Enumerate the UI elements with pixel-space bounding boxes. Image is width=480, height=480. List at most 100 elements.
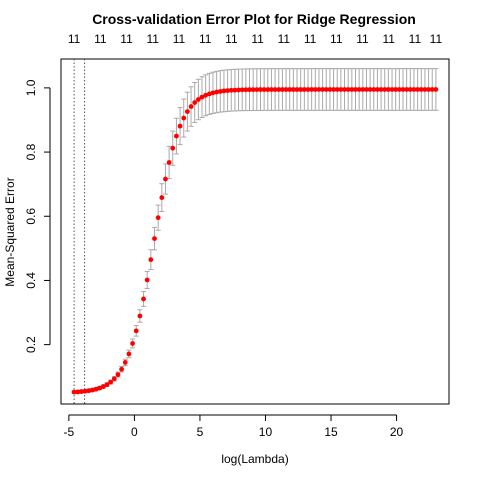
data-point <box>342 87 347 92</box>
data-point <box>137 313 143 319</box>
top-tick-label: 11 <box>278 32 291 46</box>
top-tick-label: 11 <box>251 32 264 46</box>
data-point <box>71 389 77 395</box>
top-tick-label: 11 <box>199 32 212 46</box>
y-axis: 0.2 0.4 0.6 0.8 1.0 <box>24 79 51 353</box>
data-point <box>290 87 296 92</box>
data-point <box>426 87 431 92</box>
data-point <box>159 195 165 200</box>
data-point <box>276 87 282 92</box>
data-point <box>294 87 300 92</box>
data-point <box>367 87 373 92</box>
top-tick-label: 11 <box>173 32 186 46</box>
data-point <box>115 372 121 378</box>
data-point <box>100 384 106 389</box>
error-bars <box>71 68 439 394</box>
x-tick-label: 15 <box>324 425 338 439</box>
data-point <box>104 382 110 388</box>
data-point <box>338 87 344 92</box>
data-point <box>239 87 245 93</box>
data-point <box>323 87 329 92</box>
data-point <box>298 87 304 92</box>
x-tick-label: 10 <box>259 425 273 439</box>
data-point <box>371 87 377 92</box>
top-axis: 11 11 11 11 11 11 11 11 11 11 11 11 11 11 11 <box>68 32 443 46</box>
data-point <box>280 87 285 92</box>
data-point <box>360 87 366 92</box>
data-point <box>177 123 183 129</box>
data-point <box>250 87 256 93</box>
data-point <box>418 87 424 92</box>
data-point <box>327 87 333 92</box>
data-point <box>170 145 176 151</box>
reference-lines <box>73 59 86 404</box>
data-point <box>148 257 154 263</box>
top-tick-label: 11 <box>304 32 317 46</box>
data-point <box>174 133 179 139</box>
data-point <box>309 87 315 92</box>
chart-title: Cross-validation Error Plot for Ridge Re… <box>92 11 416 27</box>
data-point <box>166 160 172 165</box>
data-point <box>320 87 326 92</box>
y-tick-label: 0.2 <box>24 336 38 353</box>
data-point <box>195 97 201 102</box>
data-point <box>206 91 212 97</box>
top-tick-label: 11 <box>68 32 81 46</box>
data-point <box>199 94 205 100</box>
data-point <box>184 109 190 115</box>
data-point <box>353 87 358 92</box>
data-point <box>269 87 274 92</box>
data-point <box>411 87 417 92</box>
data-point <box>334 87 340 92</box>
data-point <box>415 87 421 92</box>
data-point <box>404 87 410 92</box>
data-point <box>375 87 380 92</box>
data-point <box>429 87 435 92</box>
top-tick-label: 11 <box>382 32 395 46</box>
data-point <box>345 87 351 92</box>
data-point <box>265 87 271 92</box>
x-tick-label: 20 <box>390 425 404 439</box>
data-point <box>217 89 223 94</box>
x-tick-label: 5 <box>197 425 204 439</box>
data-point <box>133 328 139 334</box>
top-tick-label: 11 <box>120 32 133 46</box>
y-tick-label: 1.0 <box>24 79 38 96</box>
data-point <box>225 88 230 93</box>
data-point <box>243 87 249 93</box>
data-point <box>97 385 103 391</box>
top-tick-label: 11 <box>94 32 107 46</box>
data-point <box>188 104 194 109</box>
data-point <box>122 360 128 365</box>
data-point <box>305 87 311 92</box>
data-point <box>261 87 267 92</box>
data-point <box>79 389 84 394</box>
data-point <box>89 387 95 393</box>
data-point <box>210 90 216 96</box>
data-point <box>287 87 293 92</box>
data-point <box>141 296 146 302</box>
data-point <box>331 87 336 92</box>
data-point <box>93 386 99 392</box>
data-point <box>382 87 388 92</box>
data-point <box>144 277 150 283</box>
y-tick-label: 0.4 <box>24 272 38 289</box>
data-point <box>126 351 132 357</box>
y-axis-label: Mean-Squared Error <box>3 177 17 286</box>
data-point <box>86 388 92 394</box>
data-point <box>214 89 220 95</box>
data-point <box>108 379 114 385</box>
data-point <box>422 87 428 92</box>
data-point <box>385 87 391 92</box>
data-point <box>119 366 125 372</box>
data-point <box>378 87 384 92</box>
data-point <box>236 87 241 93</box>
data-point <box>301 87 307 92</box>
data-point <box>130 341 135 346</box>
data-point <box>407 87 413 92</box>
data-point <box>316 87 322 92</box>
data-point <box>221 88 227 94</box>
top-tick-label: 11 <box>430 32 443 46</box>
x-axis: -5 0 5 10 15 20 <box>64 414 404 439</box>
data-point <box>163 176 168 182</box>
